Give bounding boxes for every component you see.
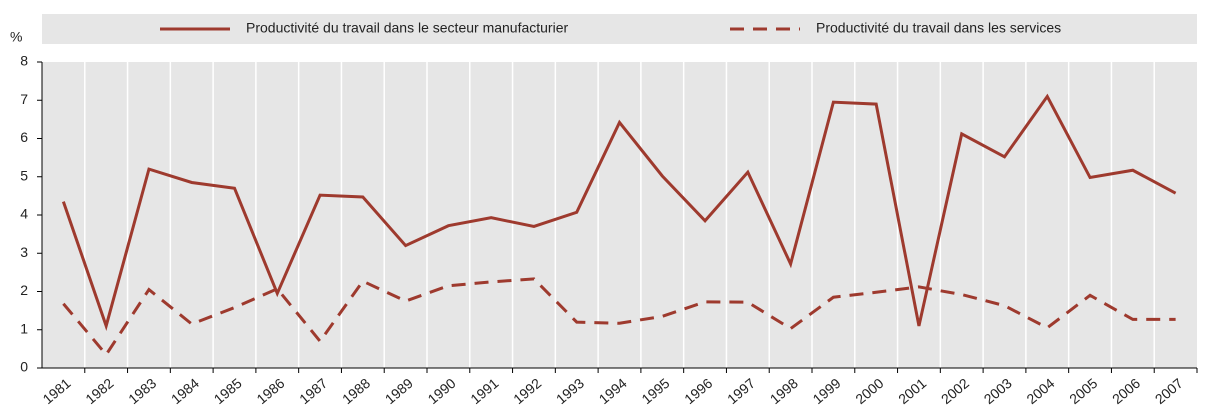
x-tick-label: 1992 bbox=[510, 375, 544, 407]
x-tick-label: 1999 bbox=[810, 375, 844, 407]
x-tick-label: 1991 bbox=[467, 375, 501, 407]
x-tick-label: 1995 bbox=[638, 375, 672, 407]
x-tick-label: 1994 bbox=[596, 375, 630, 407]
x-tick-label: 1983 bbox=[125, 375, 159, 407]
x-tick-label: 2006 bbox=[1109, 375, 1143, 407]
series-line bbox=[62, 277, 1176, 358]
plot-area bbox=[42, 62, 1197, 368]
x-tick-label: 2003 bbox=[981, 375, 1015, 407]
y-tick-label: 3 bbox=[20, 244, 28, 260]
y-tick-label: 5 bbox=[20, 167, 28, 183]
x-tick-label: 1982 bbox=[82, 375, 116, 407]
x-tick-label: 1984 bbox=[168, 375, 202, 407]
y-tick-label: 6 bbox=[20, 129, 28, 145]
legend-label: Productivité du travail dans les service… bbox=[816, 20, 1061, 36]
series-line bbox=[61, 93, 1177, 332]
x-tick-label: 1990 bbox=[425, 375, 459, 407]
x-tick-label: 2002 bbox=[938, 375, 972, 407]
x-tick-label: 2007 bbox=[1152, 375, 1186, 407]
x-tick-label: 1987 bbox=[296, 375, 330, 407]
x-tick-label: 2005 bbox=[1066, 375, 1100, 407]
x-tick-label: 1989 bbox=[382, 375, 416, 407]
x-tick-label: 1988 bbox=[339, 375, 373, 407]
y-tick-label: 2 bbox=[20, 282, 28, 298]
x-tick-label: 1998 bbox=[767, 375, 801, 407]
x-tick-label: 1981 bbox=[40, 375, 74, 407]
y-tick-label: 4 bbox=[20, 206, 28, 222]
x-tick-label: 2004 bbox=[1023, 375, 1057, 407]
x-tick-label: 1986 bbox=[253, 375, 287, 407]
y-tick-label: 1 bbox=[20, 320, 28, 336]
x-tick-label: 1996 bbox=[681, 375, 715, 407]
x-tick-label: 1993 bbox=[553, 375, 587, 407]
x-tick-label: 2001 bbox=[895, 375, 929, 407]
x-tick-label: 1997 bbox=[724, 375, 758, 407]
y-axis-label: % bbox=[10, 29, 22, 45]
y-tick-label: 0 bbox=[20, 359, 28, 375]
legend-band bbox=[42, 14, 1197, 44]
x-tick-label: 1985 bbox=[211, 375, 245, 407]
x-tick-label: 2000 bbox=[852, 375, 886, 407]
y-tick-label: 8 bbox=[20, 53, 28, 69]
legend-label: Productivité du travail dans le secteur … bbox=[246, 20, 568, 36]
y-tick-label: 7 bbox=[20, 91, 28, 107]
